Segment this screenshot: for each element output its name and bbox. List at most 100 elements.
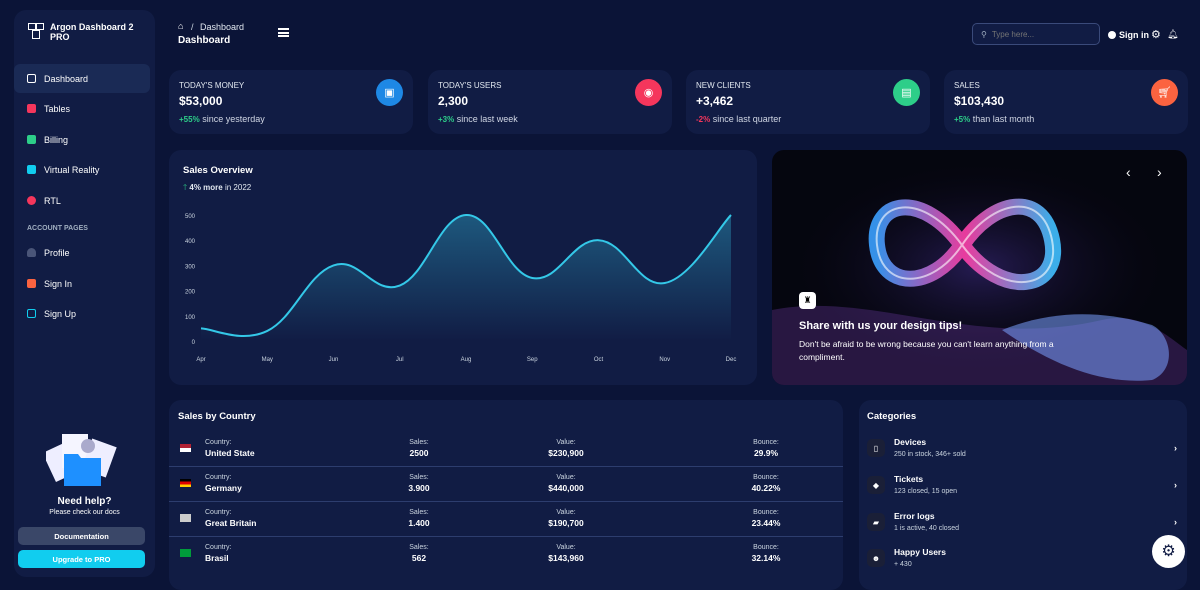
stat-change-text: since last quarter — [710, 114, 782, 124]
sales-line-chart: 0 100 200 300 400 500 Apr May Jun Jul Aug Sep Oct Nov… — [185, 213, 736, 363]
flag-icon — [180, 444, 191, 452]
nav-label: Billing — [44, 134, 69, 145]
gear-icon[interactable]: ⚙ — [1151, 29, 1161, 41]
menu-icon[interactable] — [278, 28, 289, 37]
sales-cell: Sales: 3.900 — [408, 474, 430, 493]
sidebar-item-billing[interactable]: Billing — [14, 125, 150, 154]
chart-title: Sales Overview — [183, 165, 253, 176]
carousel-text: Don't be afraid to be wrong because you … — [799, 339, 1054, 362]
cart-icon: 🛒︎ — [1151, 79, 1178, 106]
settings-fab[interactable]: ⚙ — [1152, 535, 1185, 568]
stat-card-money: TODAY'S MONEY $53,000 +55% since yesterday… — [169, 70, 413, 134]
nav-label: Sign In — [44, 278, 73, 289]
table-row: Country: Germany Sales: 3.900 Value: $440,0… — [169, 467, 843, 502]
stat-change-value: +3% — [438, 115, 455, 124]
flag-icon — [180, 479, 191, 487]
x-tick-label: Sep — [527, 357, 538, 363]
category-subtitle: + 430 — [894, 561, 912, 568]
documentation-button[interactable]: Documentation — [18, 527, 145, 545]
x-tick-label: May — [262, 357, 273, 363]
sidebar-item-profile[interactable]: Profile — [14, 238, 150, 267]
sidebar-item-rtl[interactable]: RTL — [14, 186, 150, 215]
flag-icon — [180, 549, 191, 557]
sidebar-item-virtual-reality[interactable]: Virtual Reality — [14, 155, 150, 184]
bell-icon[interactable]: 🔔︎ — [1167, 29, 1179, 39]
nav-label: Sign Up — [44, 308, 77, 319]
series-line — [200, 213, 732, 337]
carousel: ‹ › ♜ Share with us your design tips! Do… — [772, 150, 1187, 385]
section-heading: ACCOUNT PAGES — [27, 225, 88, 232]
sales-cell: Sales: 562 — [409, 544, 429, 563]
stat-card-clients: NEW CLIENTS +3,462 -2% since last quarter ▤ — [686, 70, 930, 134]
y-tick-label: 300 — [185, 264, 196, 270]
category-tickets[interactable]: ◆ Tickets 123 closed, 15 open › — [867, 474, 1177, 508]
gear-icon: ⚙ — [1161, 543, 1176, 560]
sales-cell: Sales: 2500 — [409, 439, 429, 458]
world-icon: ◉ — [635, 79, 662, 106]
sign-in-link[interactable]: Sign in — [1108, 30, 1149, 40]
y-tick-label: 100 — [185, 315, 196, 321]
app-icon — [27, 165, 36, 174]
category-happy-users[interactable]: ☻ Happy Users + 430 — [867, 547, 1177, 581]
smile-icon: ☻ — [867, 549, 885, 567]
breadcrumb-separator: / — [191, 22, 194, 32]
bounce-cell: Bounce: 32.14% — [751, 544, 781, 563]
value-cell: Value: $190,700 — [548, 509, 584, 528]
category-title: Happy Users — [894, 547, 946, 557]
chevron-right-icon[interactable]: › — [1174, 443, 1177, 453]
breadcrumb[interactable]: Dashboard — [200, 22, 245, 32]
value-cell: Value: $440,000 — [548, 474, 584, 493]
carousel-image — [772, 150, 1187, 385]
carousel-next-button[interactable]: › — [1157, 164, 1162, 180]
section-title: Sales by Country — [178, 411, 256, 422]
stat-value: +3,462 — [696, 94, 734, 108]
category-title: Error logs — [894, 511, 935, 521]
y-tick-label: 200 — [185, 290, 196, 296]
stat-card-sales: SALES $103,430 +5% than last month 🛒︎ — [944, 70, 1188, 134]
page-title: Dashboard — [178, 35, 231, 46]
stat-value: $53,000 — [179, 94, 223, 108]
sidebar-item-tables[interactable]: Tables — [14, 94, 150, 123]
arrow-up-icon: 🡑 — [183, 183, 190, 192]
brand[interactable]: Argon Dashboard 2 PRO — [28, 22, 155, 42]
stat-change-text: since last week — [454, 114, 518, 124]
home-icon[interactable]: ⌂ — [178, 21, 184, 31]
y-tick-label: 500 — [185, 214, 196, 220]
nav-label: Tables — [44, 103, 71, 114]
upgrade-button[interactable]: Upgrade to PRO — [18, 550, 145, 568]
stat-value: 2,300 — [438, 94, 469, 108]
box-icon: ▰ — [867, 513, 885, 531]
x-tick-label: Apr — [196, 357, 205, 363]
carousel-prev-button[interactable]: ‹ — [1126, 164, 1131, 180]
sales-overview-card: Sales Overview 🡑 4% more in 2022 0 100 200… — [169, 150, 757, 385]
mobile-icon: ▯ — [867, 439, 885, 457]
chevron-right-icon[interactable]: › — [1174, 517, 1177, 527]
stat-change-value: +55% — [179, 115, 200, 124]
category-subtitle: 123 closed, 15 open — [894, 488, 958, 495]
nav-label: RTL — [44, 195, 61, 206]
table-row: Country: United State Sales: 2500 Value: $2… — [169, 432, 843, 467]
sidebar-item-sign-up[interactable]: Sign Up — [14, 299, 150, 328]
carousel-title: Share with us your design tips! — [799, 320, 963, 332]
stat-value: $103,430 — [954, 94, 1005, 108]
bounce-cell: Bounce: 29.9% — [753, 439, 779, 458]
stat-label: TODAY'S USERS — [438, 81, 502, 90]
value-cell: Value: $143,960 — [548, 544, 584, 563]
country-cell: Country: Great Britain — [205, 509, 257, 528]
search-field[interactable] — [991, 29, 1087, 39]
category-devices[interactable]: ▯ Devices 250 in stock, 346+ sold › — [867, 437, 1177, 471]
table-row: Country: Brasil Sales: 562 Value: $143,960 … — [169, 537, 843, 572]
signin-icon — [27, 279, 36, 288]
tv-icon — [27, 74, 36, 83]
signup-icon — [27, 309, 36, 318]
sidebar-item-dashboard[interactable]: Dashboard — [14, 64, 150, 93]
search-input[interactable]: ⚲ — [972, 23, 1100, 45]
stat-change: +55% since yesterday — [179, 114, 265, 124]
category-error-logs[interactable]: ▰ Error logs 1 is active, 40 closed › — [867, 511, 1177, 545]
chevron-right-icon[interactable]: › — [1174, 480, 1177, 490]
sidebar: Argon Dashboard 2 PRO Dashboard Tables B… — [14, 10, 155, 577]
search-icon: ⚲ — [981, 29, 987, 39]
country-cell: Country: Germany — [205, 474, 242, 493]
sidebar-item-sign-in[interactable]: Sign In — [14, 269, 150, 298]
stat-change: -2% since last quarter — [696, 114, 781, 124]
